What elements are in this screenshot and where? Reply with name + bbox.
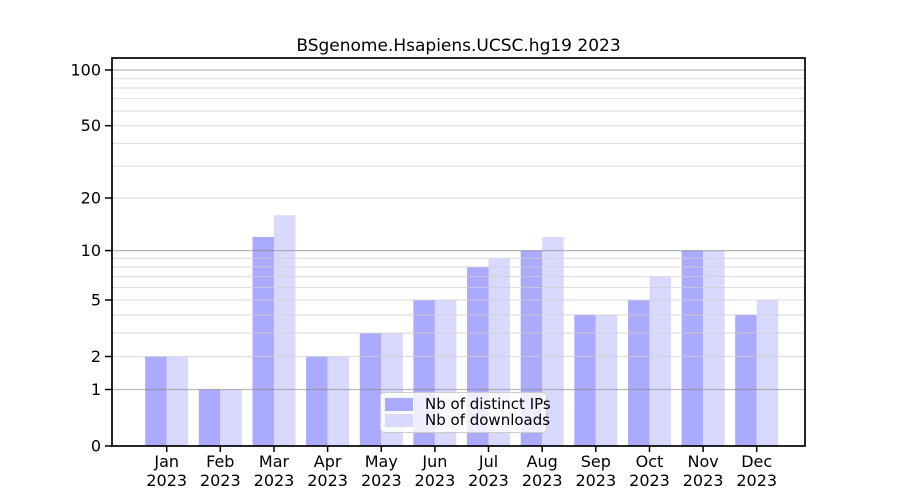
x-tick-label-month: Dec [741,452,772,471]
bar-oct-downloads [649,276,671,446]
legend: Nb of distinct IPs Nb of downloads [380,392,551,433]
x-tick-label-month: Jun [421,452,447,471]
x-tick-label-month: Jan [153,452,179,471]
x-tick-label-year: 2023 [629,471,670,490]
bar-aug-downloads [542,237,564,446]
x-tick-label-month: Aug [527,452,558,471]
legend-swatch-distinct-ips-icon [385,397,413,411]
minor-gridlines [112,77,805,358]
chart-title: BSgenome.Hsapiens.UCSC.hg19 2023 [296,36,621,56]
y-tick-label: 50 [81,116,101,135]
y-tick-label: 20 [81,189,101,208]
y-tick-label: 1 [91,380,101,399]
y-tick-label: 100 [70,61,101,80]
bar-sep-distinct-ips [574,314,596,446]
x-tick-label-month: Mar [259,452,290,471]
y-tick-label: 2 [91,347,101,366]
bar-apr-downloads [327,356,350,446]
x-tick-label-year: 2023 [736,471,777,490]
bar-mar-distinct-ips [252,237,274,446]
legend-label-distinct-ips: Nb of distinct IPs [425,394,551,413]
x-tick-label-month: May [365,452,398,471]
bar-jan-downloads [166,356,189,446]
x-tick-label-year: 2023 [200,471,241,490]
y-tick-label: 10 [81,241,101,260]
plot-box [111,57,806,447]
bar-nov-downloads [703,250,725,446]
y-tick-label: 5 [91,291,101,310]
x-tick-label-year: 2023 [575,471,616,490]
x-tick-label-month: Nov [687,452,718,471]
bar-jan-distinct-ips [145,356,167,446]
bar-feb-downloads [220,389,242,446]
x-tick-label-month: Jul [478,452,498,471]
legend-label-downloads: Nb of downloads [425,411,551,430]
legend-row-downloads: Nb of downloads [385,413,550,430]
x-tick-label-month: Sep [581,452,611,471]
x-tick-label-year: 2023 [146,471,187,490]
x-tick-label-year: 2023 [254,471,295,490]
x-tick-label-year: 2023 [522,471,563,490]
bar-dec-distinct-ips [735,314,757,446]
y-axis: 0 1 2 5 10 20 50 100 [70,61,112,456]
bar-mar-downloads [274,215,296,446]
x-tick-label-month: Feb [206,452,234,471]
bar-feb-distinct-ips [198,389,221,446]
series-downloads [166,215,779,446]
legend-swatch-downloads-icon [385,414,413,428]
y-tick-label: 0 [91,437,101,456]
bar-apr-distinct-ips [306,356,328,446]
bar-dec-downloads [756,300,779,446]
x-tick-label-year: 2023 [307,471,348,490]
x-tick-label-year: 2023 [361,471,402,490]
x-axis: Jan2023Feb2023Mar2023Apr2023May2023Jun20… [146,446,777,490]
x-tick-label-year: 2023 [468,471,509,490]
legend-row-distinct-ips: Nb of distinct IPs [385,396,551,413]
x-tick-label-month: Apr [314,452,342,471]
x-tick-label-month: Oct [636,452,664,471]
bar-nov-distinct-ips [681,250,704,446]
major-gridlines [112,69,805,391]
x-tick-label-year: 2023 [683,471,724,490]
bar-oct-distinct-ips [628,300,650,446]
x-tick-label-year: 2023 [415,471,456,490]
bar-sep-downloads [595,314,618,446]
